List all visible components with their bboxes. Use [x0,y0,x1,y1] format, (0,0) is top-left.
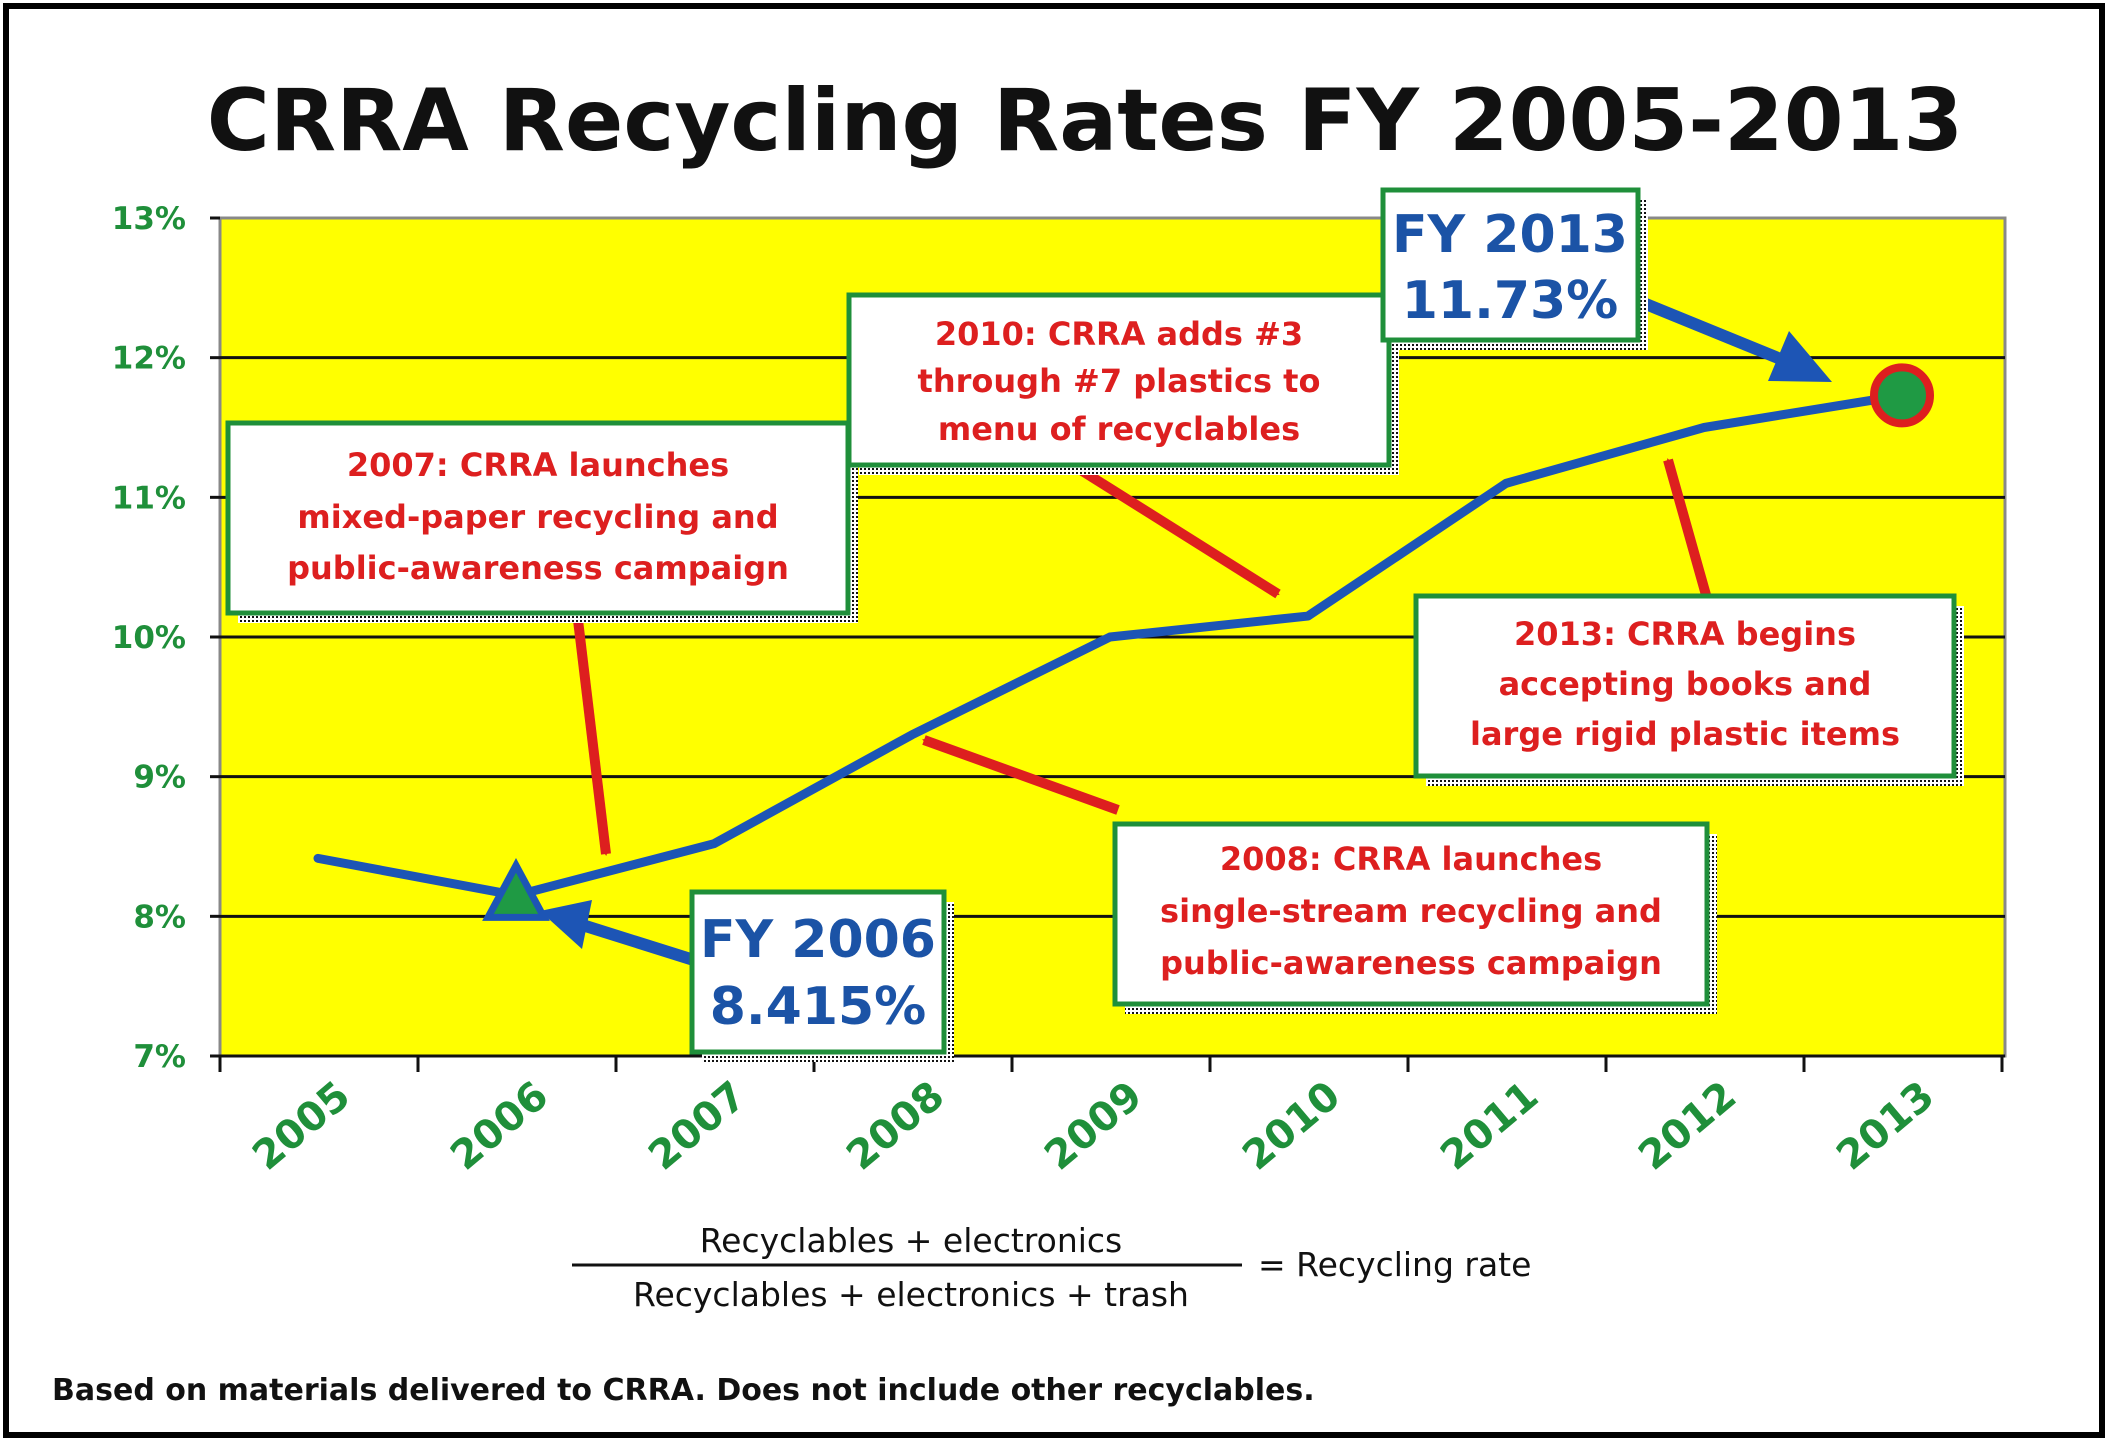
arrowhead-fy2006 [540,900,592,949]
callout-fy2013-label: FY 2013 [1392,205,1628,265]
annotation-2007: 2007: CRRA launches mixed-paper recyclin… [225,420,858,623]
chart-title: CRRA Recycling Rates FY 2005-2013 [207,71,1964,171]
arrow-2008 [922,735,1120,815]
data-point-2009 [1107,634,1113,640]
arrow-fy2006 [574,917,702,968]
annotation-2013-line-1: 2013: CRRA begins [1514,615,1856,653]
y-tick-label: 12% [112,341,186,377]
y-tick-label: 13% [112,201,186,237]
callout-fy2006-label: FY 2006 [700,910,936,970]
data-point-2007 [711,840,717,847]
arrow-2013 [1663,458,1711,597]
y-tick-label: 8% [133,899,186,935]
arrowhead-fy2013 [1768,331,1832,382]
callout-fy2013-value: 11.73% [1402,271,1619,331]
circle-marker-2013 [1870,363,1934,428]
y-tick-label: 7% [133,1039,186,1075]
triangle-marker-2006 [482,858,550,921]
annotation-2007-line-1: 2007: CRRA launches [347,446,729,484]
annotation-2013-line-2: accepting books and [1499,665,1872,703]
arrow-2007 [573,619,611,856]
annotation-2008-line-3: public-awareness campaign [1160,944,1662,982]
footnote: Based on materials delivered to CRRA. Do… [52,1373,1315,1408]
data-point-2005 [315,855,321,862]
y-tick-label: 11% [112,480,186,516]
data-point-2012 [1701,424,1707,431]
callout-fy2013: FY 2013 11.73% [1380,187,1648,350]
data-point-2010 [1305,613,1311,620]
annotation-2010-line-1: 2010: CRRA adds #3 [935,315,1303,353]
annotation-2008-line-2: single-stream recycling and [1160,892,1662,930]
formula-numerator: Recyclables + electronics [700,1221,1123,1260]
data-point-2008 [909,731,915,738]
annotation-2013-line-3: large rigid plastic items [1470,715,1900,753]
annotation-2013: 2013: CRRA begins accepting books and la… [1413,593,1964,786]
annotation-2010-line-3: menu of recyclables [938,410,1300,448]
data-point-2011 [1503,480,1509,487]
annotation-2010-line-2: through #7 plastics to [918,362,1321,400]
formula-denominator: Recyclables + electronics + trash [633,1275,1189,1314]
formula-result: = Recycling rate [1258,1245,1531,1284]
annotation-2007-line-2: mixed-paper recycling and [297,498,778,536]
arrow-fy2013 [1633,294,1781,364]
annotation-2010: 2010: CRRA adds #3 through #7 plastics t… [846,292,1399,475]
y-axis-ticks: 7% 8% 9% 10% 11% 12% 13% [112,201,220,1075]
annotation-2008-line-1: 2008: CRRA launches [1220,840,1602,878]
y-tick-label: 9% [133,760,186,796]
annotation-2007-line-3: public-awareness campaign [287,549,789,587]
y-tick-label: 10% [112,620,186,656]
callout-fy2006-value: 8.415% [710,977,927,1037]
annotation-2008: 2008: CRRA launches single-stream recycl… [1112,821,1717,1014]
callout-fy2006: FY 2006 8.415% [689,889,954,1062]
arrow-2010 [1065,457,1281,599]
